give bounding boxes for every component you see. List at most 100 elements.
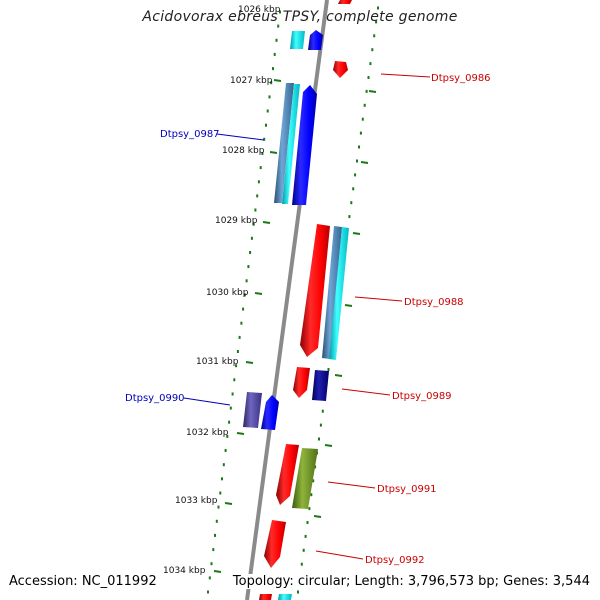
feature-cyan-0988	[329, 227, 349, 360]
gene-label-dtpsy-0988: Dtpsy_0988	[404, 297, 464, 308]
guide-dot	[236, 350, 239, 353]
gene-dtpsy-0987	[292, 85, 317, 205]
major-tick	[368, 90, 377, 93]
kbp-label: 1032 kbp	[186, 428, 229, 438]
major-tick	[269, 151, 278, 154]
major-tick	[334, 374, 343, 377]
kbp-label: 1034 kbp	[163, 566, 206, 576]
guide-dot	[312, 479, 315, 483]
guide-dot	[373, 34, 376, 38]
guide-dot	[273, 52, 276, 56]
guide-dot	[212, 548, 215, 552]
guide-dot	[348, 215, 351, 219]
guide-dot	[238, 335, 241, 339]
gene-label-dtpsy-0989: Dtpsy_0989	[392, 391, 452, 402]
guide-dot	[275, 38, 278, 42]
guide-dot	[321, 409, 324, 413]
guide-dot	[250, 236, 253, 240]
guide-dot	[256, 194, 259, 198]
major-tick	[324, 444, 333, 447]
guide-dot	[369, 62, 372, 66]
guide-dot	[242, 307, 245, 311]
guide-dot	[310, 493, 313, 497]
major-tick	[360, 161, 369, 164]
guide-dot	[249, 251, 252, 254]
guide-dot	[229, 406, 232, 410]
major-tick	[213, 570, 222, 573]
guide-dot	[261, 152, 264, 155]
guide-dot	[217, 505, 220, 509]
gene-label-dtpsy-0992: Dtpsy_0992	[365, 555, 425, 566]
guide-dot	[302, 548, 305, 552]
guide-dot	[228, 420, 231, 424]
kbp-label: 1029 kbp	[215, 216, 258, 226]
guide-dot	[350, 201, 353, 205]
guide-dot	[226, 434, 229, 438]
major-tick	[236, 432, 245, 435]
guide-dot	[219, 491, 222, 495]
kbp-label: 1033 kbp	[175, 496, 218, 506]
guide-dot	[354, 173, 357, 177]
topology-text: Topology: circular; Length: 3,796,573 bp…	[228, 574, 590, 589]
guide-dot	[306, 521, 309, 524]
guide-dot	[254, 208, 257, 212]
kbp-label: 1028 kbp	[222, 146, 265, 156]
gene-dtpsy-0986	[333, 61, 348, 78]
guide-dot	[308, 507, 311, 511]
guide-dot	[300, 562, 303, 566]
guide-dot	[231, 392, 234, 396]
kbp-label: 1030 kbp	[206, 288, 249, 298]
gene-label-dtpsy-0987: Dtpsy_0987	[160, 129, 220, 140]
guide-dot	[243, 293, 246, 297]
accession-text: Accession: NC_011992	[9, 574, 161, 589]
feature-olive-0991	[292, 448, 318, 509]
guide-dot	[319, 423, 322, 427]
feature-cyan-top	[290, 31, 305, 49]
gene-dtpsy-0990	[261, 395, 279, 430]
guide-dot	[235, 364, 238, 368]
guide-dot	[208, 576, 211, 580]
feature-cyan-bottom-partial	[278, 594, 292, 600]
gene-dtpsy-0989	[293, 367, 310, 398]
gene-label-dtpsy-0991: Dtpsy_0991	[377, 484, 437, 495]
guide-dot	[363, 103, 366, 107]
guide-dot	[245, 279, 248, 283]
guide-dot	[367, 76, 370, 79]
guide-dot	[210, 562, 213, 566]
feature-steel-0988	[322, 226, 342, 359]
guide-dot	[233, 378, 236, 382]
guide-dot	[365, 89, 368, 93]
guide-dot	[268, 95, 271, 99]
major-tick	[344, 304, 353, 307]
major-tick	[352, 232, 361, 235]
kbp-label: 1027 kbp	[230, 76, 273, 86]
kbp-labels: 1026 kbp 1027 kbp 1028 kbp 1029 kbp 1030…	[163, 5, 281, 576]
guide-dot	[356, 159, 358, 163]
guide-dot	[359, 131, 362, 135]
gene-labels: Dtpsy_0986 Dtpsy_0987 Dtpsy_0988 Dtpsy_0…	[125, 73, 491, 566]
guide-dot	[358, 145, 360, 149]
gene-forward-top-partial	[338, 0, 352, 4]
guide-dot	[304, 534, 307, 538]
gene-dtpsy-0988	[300, 224, 330, 357]
guide-dot	[277, 24, 280, 28]
guide-dot	[259, 166, 262, 170]
map-title: Acidovorax ebreus TPSY, complete genome	[142, 9, 458, 25]
guide-dot	[279, 10, 281, 14]
guide-dot	[240, 321, 243, 325]
gene-label-dtpsy-0986: Dtpsy_0986	[431, 73, 491, 84]
guide-dot	[257, 180, 260, 184]
guide-dot	[224, 449, 227, 452]
guide-dot	[314, 465, 317, 469]
guide-dot	[263, 137, 266, 141]
tick-marks	[213, 79, 377, 573]
guide-dot	[221, 477, 223, 481]
guide-dot	[361, 117, 364, 121]
feature-cyan-0987	[282, 84, 300, 204]
guide-dot	[214, 533, 216, 537]
guide-dot	[327, 368, 330, 371]
major-tick	[224, 502, 233, 505]
major-tick	[273, 79, 282, 82]
gene-features	[243, 0, 352, 600]
